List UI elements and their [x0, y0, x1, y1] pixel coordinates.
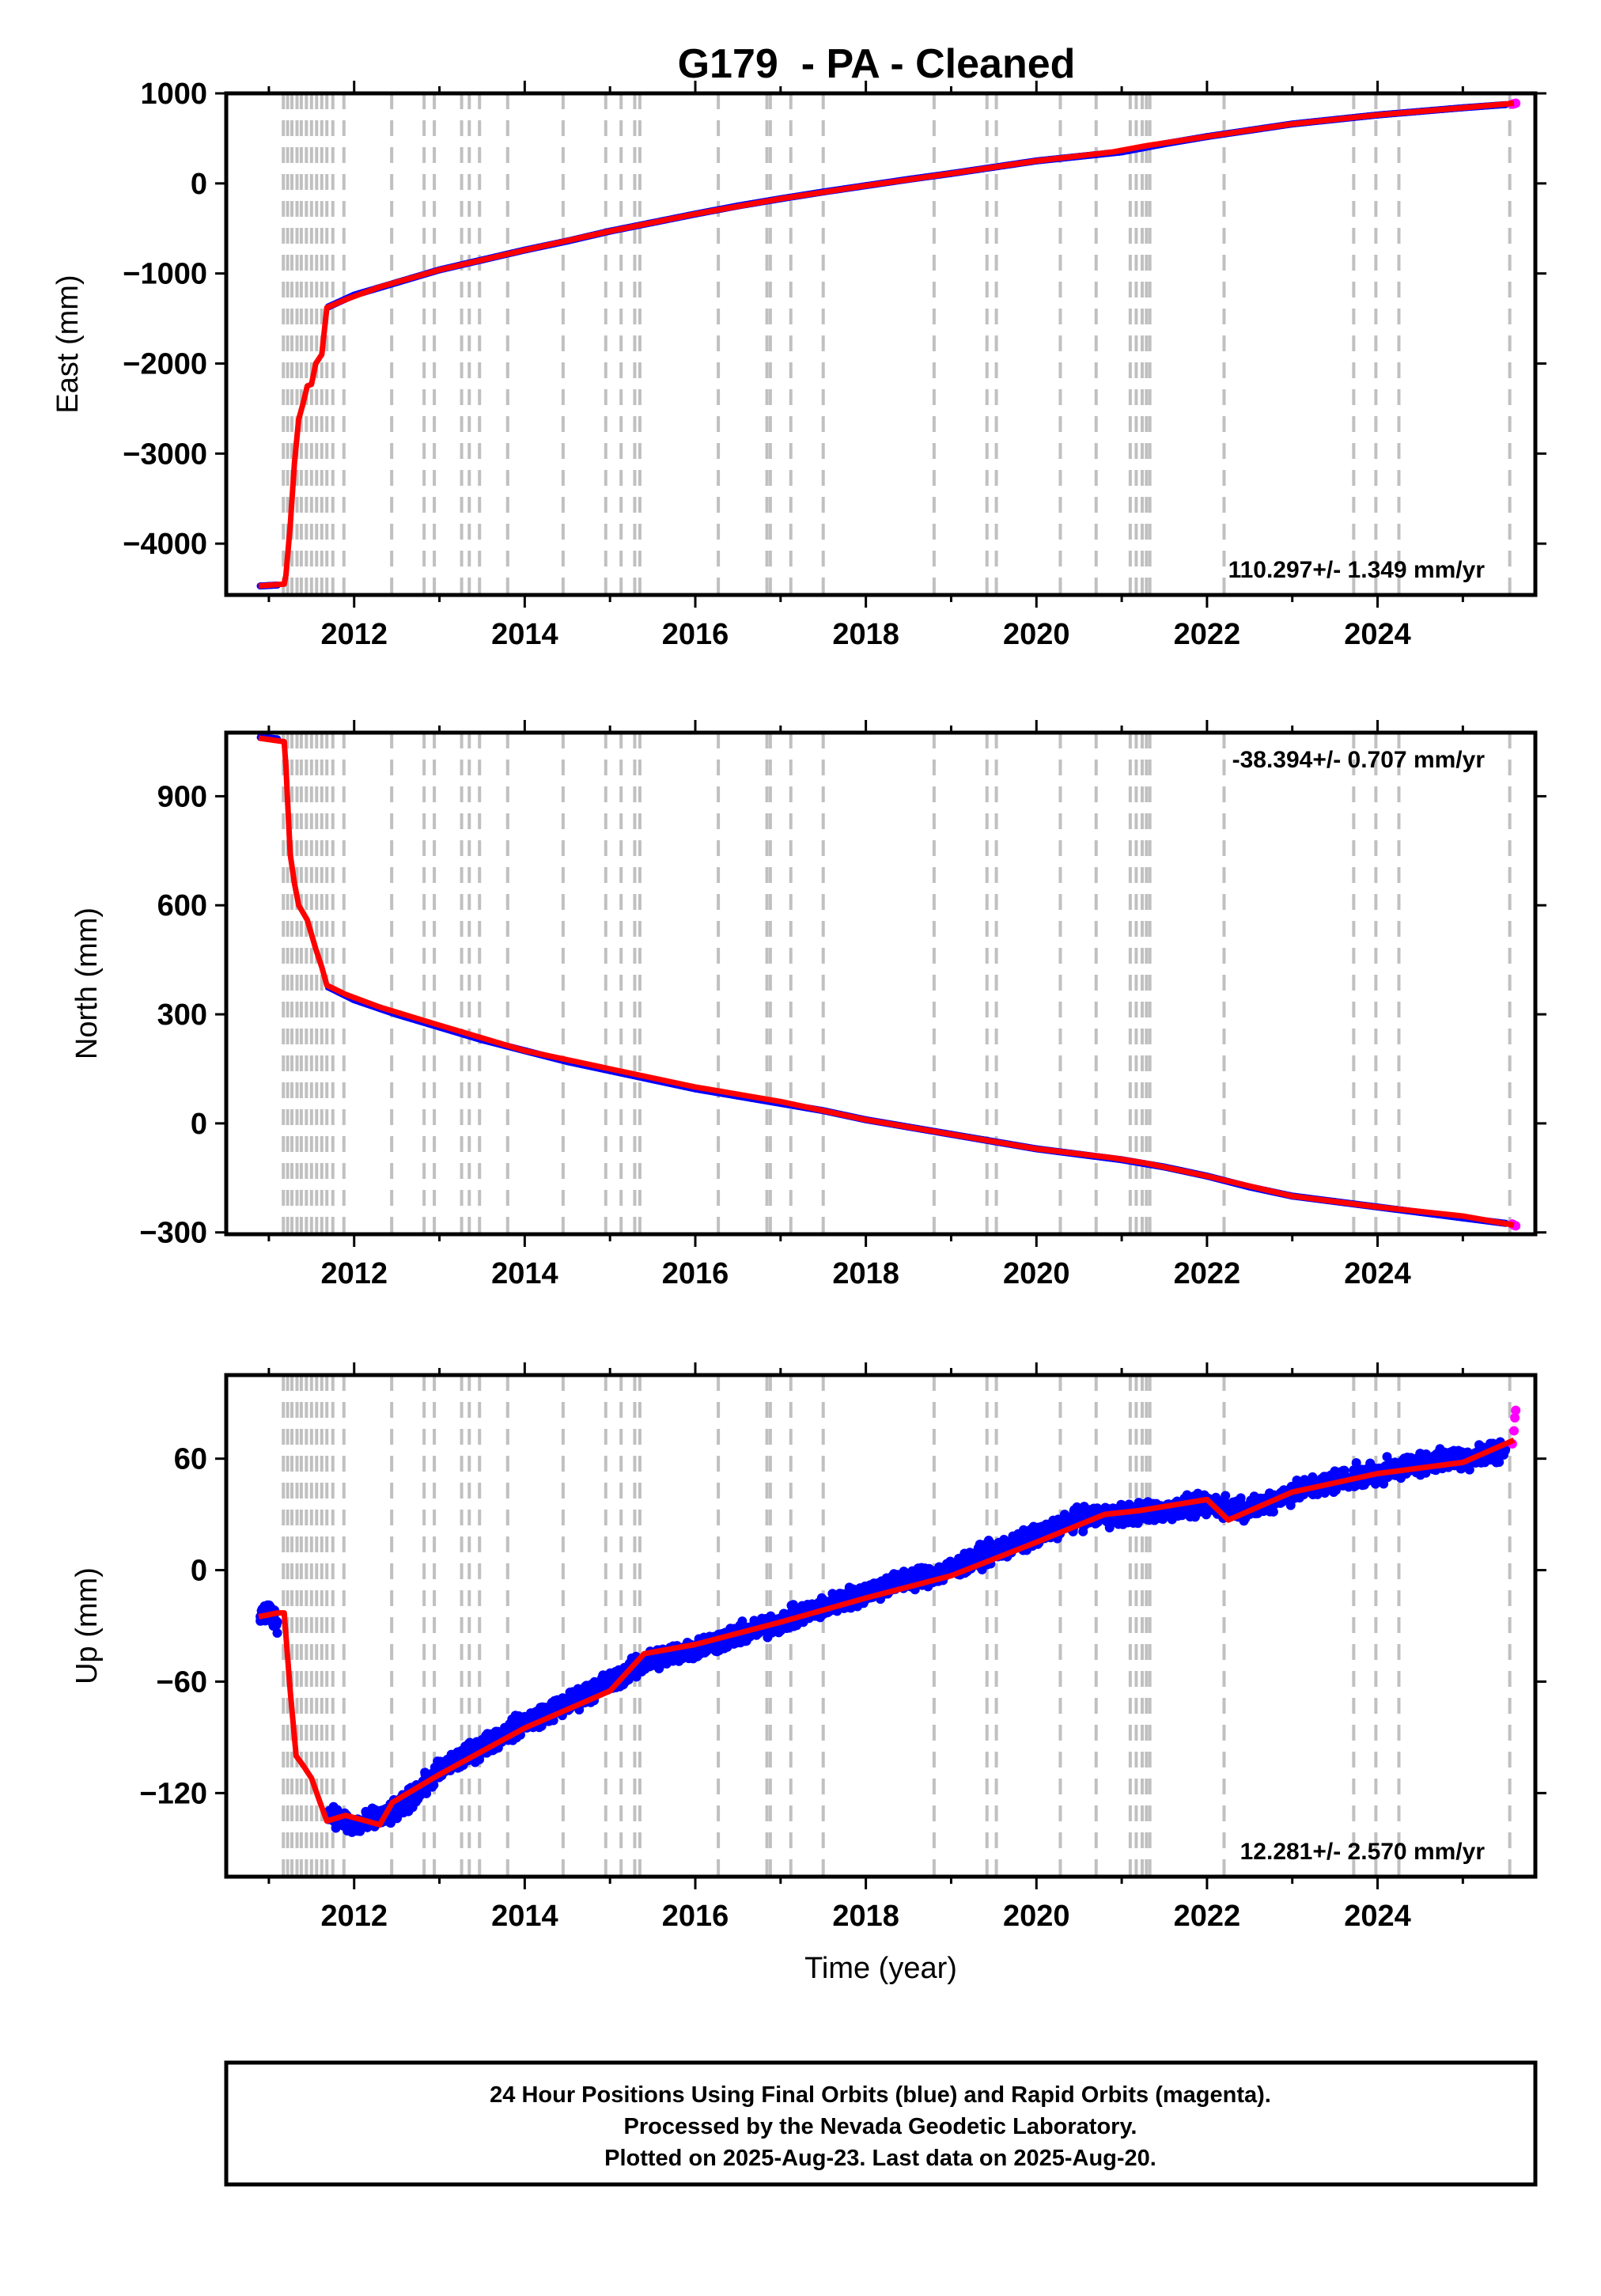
y-axis-label: North (mm) [70, 907, 104, 1059]
x-tick-label: 2024 [1344, 618, 1411, 651]
panel-plot-area [256, 93, 1521, 595]
x-tick-label: 2020 [1003, 1257, 1070, 1290]
x-tick-label: 2024 [1344, 1257, 1411, 1290]
x-tick-label: 2016 [662, 618, 729, 651]
y-tick-label: −300 [139, 1217, 207, 1250]
final-orbit-point [429, 1780, 439, 1790]
y-tick-label: −4000 [123, 528, 207, 561]
x-tick-label: 2014 [491, 618, 558, 651]
model-line [258, 100, 1515, 589]
final-orbit-point [422, 1788, 432, 1798]
final-orbit-point [272, 1627, 282, 1638]
panel-east: 1000 0 −1000 −2000 −3000 −4000 2012 2014 2016 201… [51, 78, 1546, 651]
y-tick-label: 300 [157, 998, 207, 1032]
velocity-rate-label: 110.297+/- 1.349 mm/yr [1228, 557, 1486, 583]
figure-title: G179 - PA - Cleaned [678, 41, 1076, 87]
final-orbit-points [255, 1437, 1511, 1837]
y-tick-label: 0 [191, 1108, 207, 1141]
x-tick-label: 2022 [1174, 1257, 1241, 1290]
velocity-rate-label: -38.394+/- 0.707 mm/yr [1232, 747, 1486, 773]
panel-frame [224, 730, 1538, 1237]
x-tick-label: 2014 [491, 1257, 558, 1290]
panel-plot-area [256, 733, 1521, 1234]
y-tick-label: 1000 [140, 78, 207, 111]
y-tick-label: −3000 [123, 438, 207, 471]
panel-north: 900 600 300 0 −300 2012 2014 2016 2018 2020 2022 20… [70, 720, 1546, 1290]
x-tick-label: 2020 [1003, 618, 1070, 651]
final-orbit-points [256, 733, 1509, 1227]
y-axis-label: East (mm) [51, 275, 85, 413]
y-tick-label: −2000 [123, 347, 207, 381]
final-orbit-points [256, 100, 1509, 590]
y-tick-label: 600 [157, 889, 207, 923]
x-tick-label: 2018 [832, 1257, 899, 1290]
y-tick-label: 0 [191, 168, 207, 201]
y-tick-label: 900 [157, 780, 207, 813]
panel-plot-area [255, 1375, 1521, 1877]
x-tick-label: 2012 [320, 1257, 388, 1290]
model-line [258, 735, 1515, 1228]
panel-frame [224, 91, 1538, 597]
x-tick-label: 2012 [320, 618, 388, 651]
x-tick-label: 2018 [832, 618, 899, 651]
y-tick-label: −1000 [123, 258, 207, 291]
x-tick-label: 2022 [1174, 618, 1241, 651]
x-tick-label: 2016 [662, 1257, 729, 1290]
